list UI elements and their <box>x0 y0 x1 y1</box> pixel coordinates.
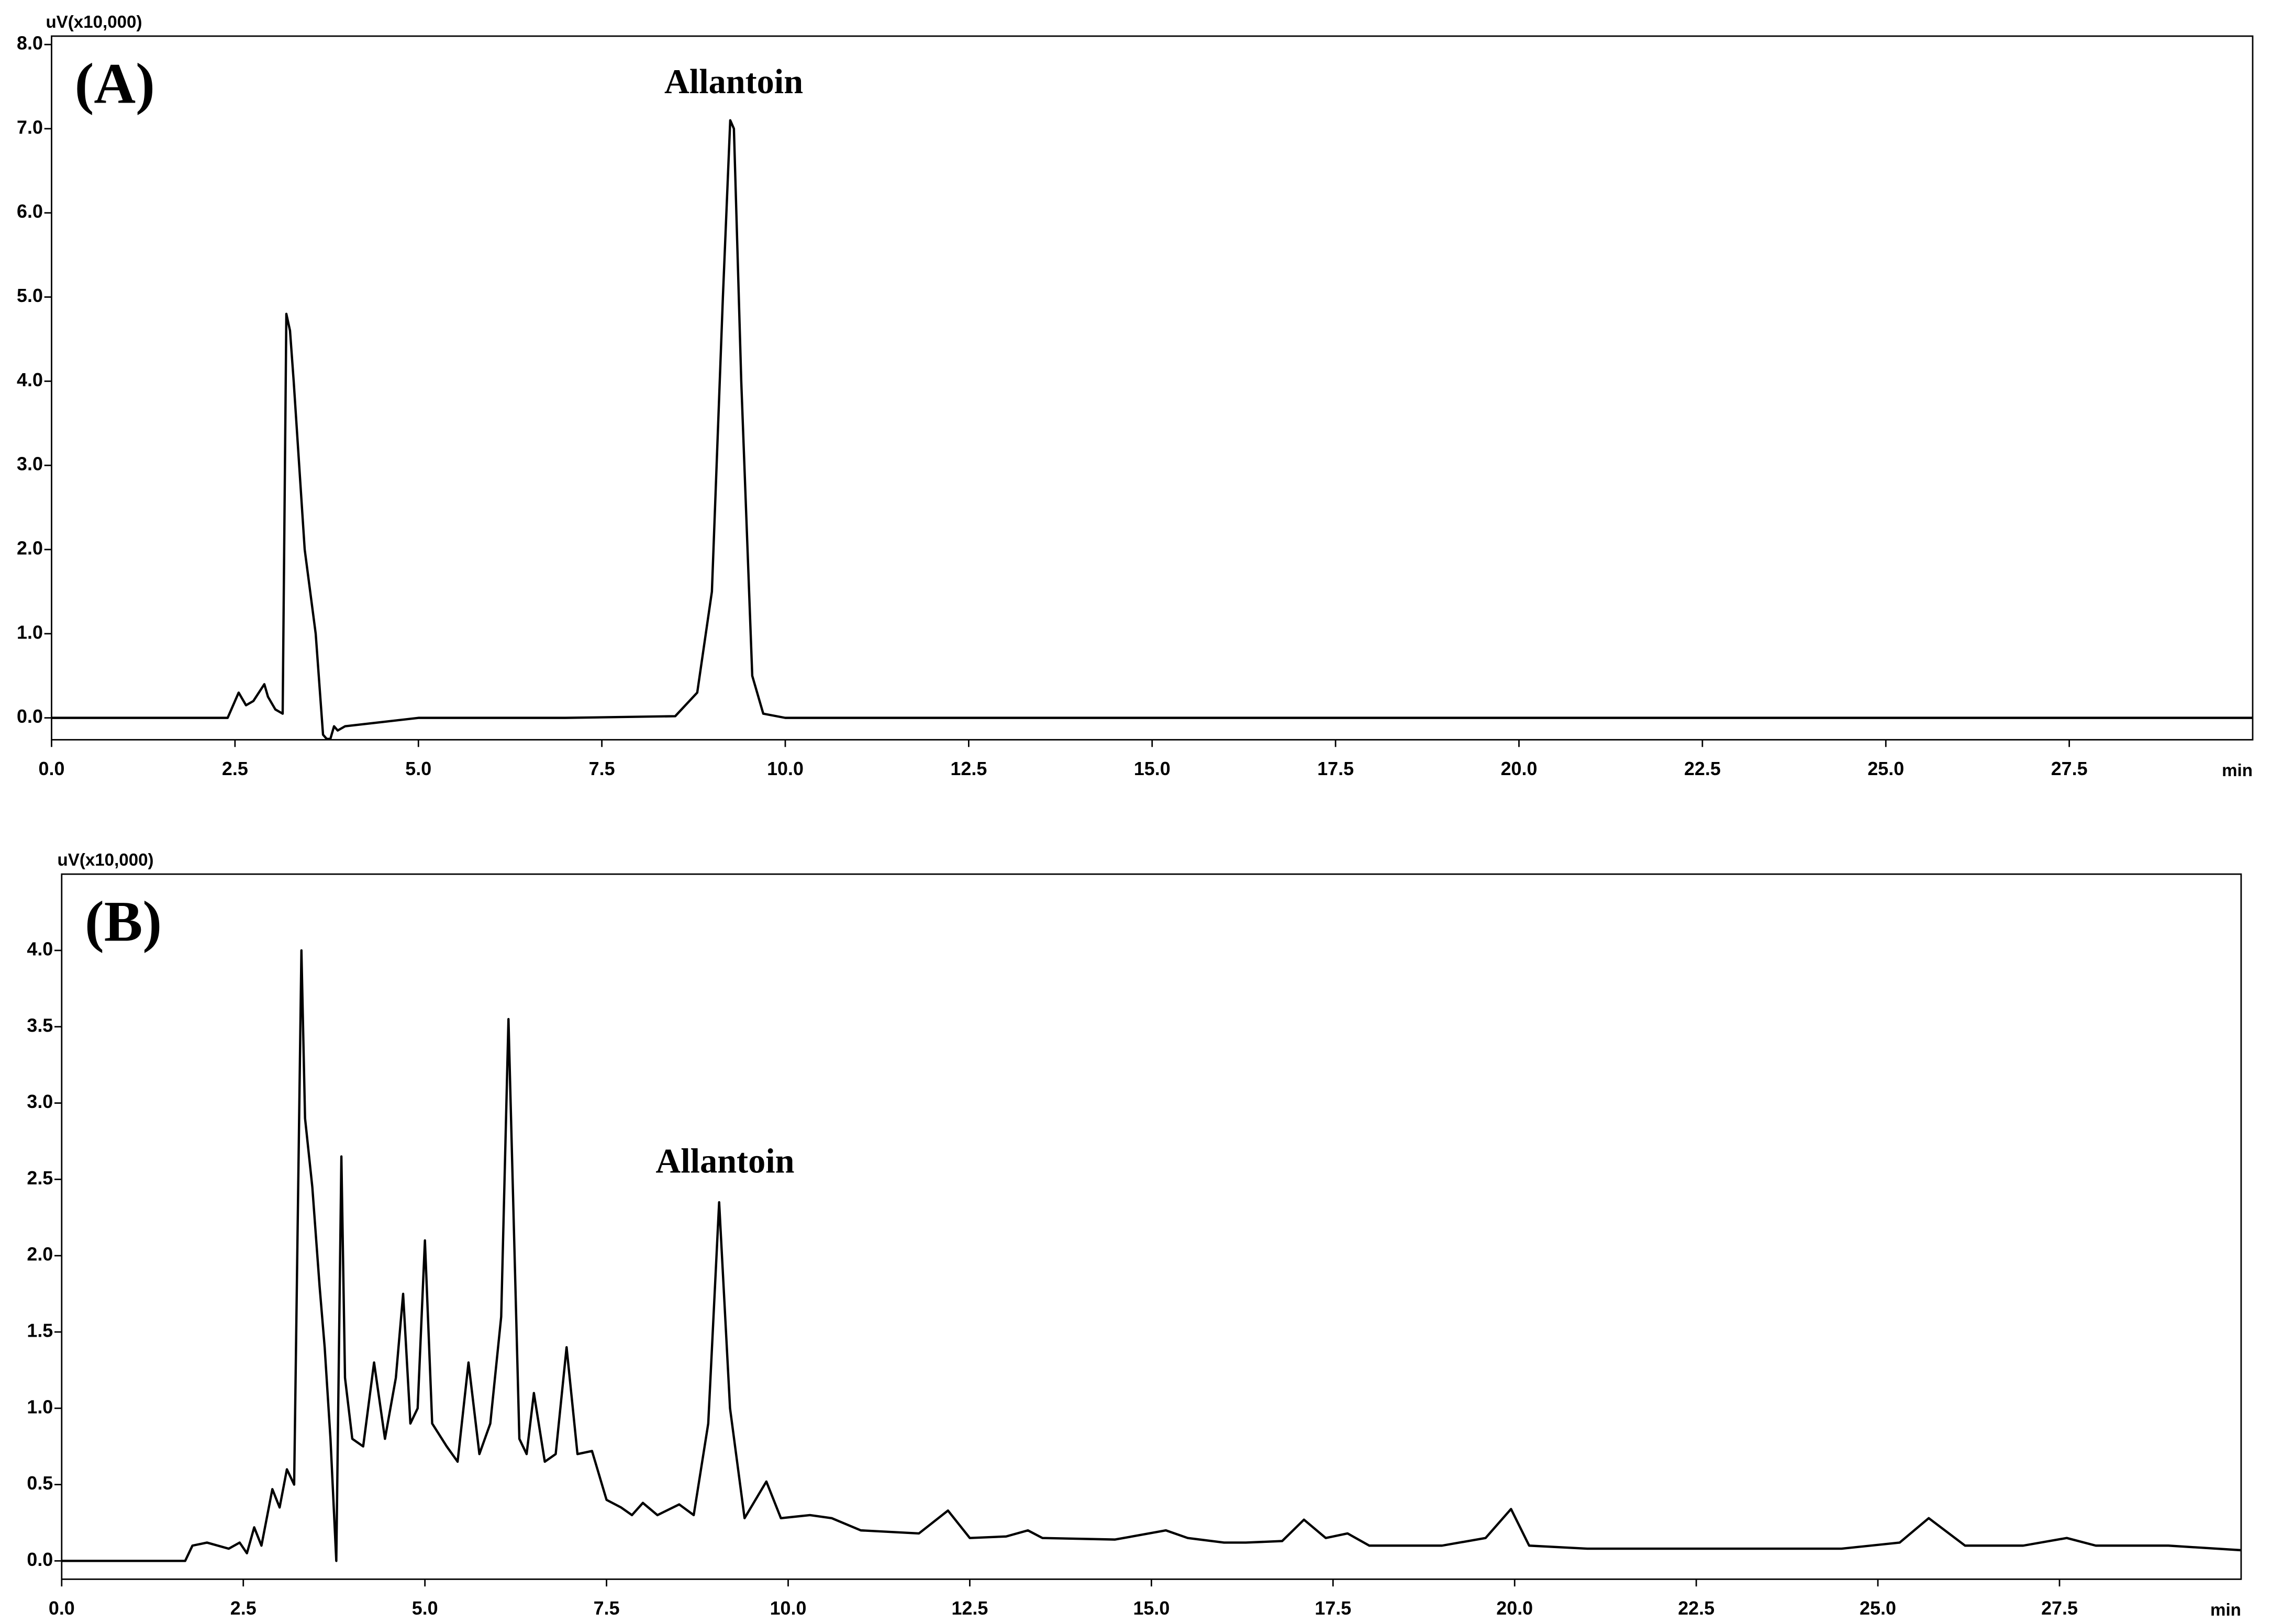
y-axis-label: uV(x10,000) <box>46 13 142 32</box>
chart-panel: 0.0 2.5 5.0 7.5 10.0 12.5 15.0 17.5 20.0 22.5 25.0… <box>27 850 2242 1620</box>
y-tick-label: 1.0 <box>27 1396 53 1417</box>
y-tick-label: 2.0 <box>17 537 43 558</box>
y-tick-label: 3.0 <box>17 454 43 475</box>
x-tick-label: 25.0 <box>1860 1598 1896 1619</box>
chart-panel: 0.0 2.5 5.0 7.5 10.0 12.5 15.0 17.5 20.0 22.5 25.0… <box>17 13 2254 780</box>
y-axis-label: uV(x10,000) <box>58 850 154 870</box>
y-tick-label: 4.0 <box>27 938 53 959</box>
x-tick-label: 12.5 <box>952 1598 988 1619</box>
x-tick-label: 15.0 <box>1134 758 1171 779</box>
x-tick-label: 15.0 <box>1133 1598 1170 1619</box>
x-tick-label: 2.5 <box>230 1598 257 1619</box>
x-tick-label: 17.5 <box>1317 758 1354 779</box>
y-tick-label: 3.5 <box>27 1015 53 1036</box>
x-tick-label: 27.5 <box>2041 1598 2078 1619</box>
x-tick-label: 20.0 <box>1501 758 1538 779</box>
y-tick-label: 3.0 <box>27 1091 53 1112</box>
y-tick-label: 2.5 <box>27 1168 53 1189</box>
peak-label: Allantoin <box>664 63 803 101</box>
y-tick-label: 2.0 <box>27 1244 53 1265</box>
y-tick-label: 7.0 <box>17 117 43 138</box>
x-tick-label: 17.5 <box>1315 1598 1351 1619</box>
y-tick-label: 1.0 <box>17 622 43 643</box>
peak-label: Allantoin <box>655 1142 794 1180</box>
x-tick-label: 7.5 <box>594 1598 620 1619</box>
y-tick-label: 6.0 <box>17 201 43 222</box>
y-tick-label: 0.5 <box>27 1473 53 1494</box>
x-tick-label: 12.5 <box>950 758 987 779</box>
chromatogram-trace <box>51 119 2253 740</box>
x-tick-label: 20.0 <box>1496 1598 1533 1619</box>
plot-frame <box>61 873 2242 1580</box>
y-tick-label: 8.0 <box>17 33 43 54</box>
x-tick-label: 22.5 <box>1678 1598 1715 1619</box>
x-tick-label: 0.0 <box>39 758 65 779</box>
x-axis-label: min <box>2210 1600 2241 1620</box>
y-tick-label: 0.0 <box>27 1549 53 1570</box>
y-tick-label: 0.0 <box>17 706 43 727</box>
x-tick-label: 25.0 <box>1867 758 1904 779</box>
x-tick-label: 7.5 <box>589 758 615 779</box>
x-tick-label: 5.0 <box>405 758 431 779</box>
y-tick-label: 1.5 <box>27 1320 53 1341</box>
x-tick-label: 0.0 <box>49 1598 75 1619</box>
panel-label: (A) <box>75 52 155 116</box>
x-tick-label: 10.0 <box>770 1598 807 1619</box>
panel-label: (B) <box>85 890 162 954</box>
x-tick-label: 10.0 <box>767 758 804 779</box>
x-axis-label: min <box>2222 761 2253 780</box>
x-tick-label: 2.5 <box>222 758 248 779</box>
x-tick-label: 5.0 <box>412 1598 438 1619</box>
x-tick-label: 27.5 <box>2051 758 2088 779</box>
x-tick-label: 22.5 <box>1684 758 1721 779</box>
plot-frame <box>51 35 2254 741</box>
chromatogram-trace <box>61 949 2241 1562</box>
y-tick-label: 5.0 <box>17 285 43 306</box>
y-tick-label: 4.0 <box>17 369 43 390</box>
